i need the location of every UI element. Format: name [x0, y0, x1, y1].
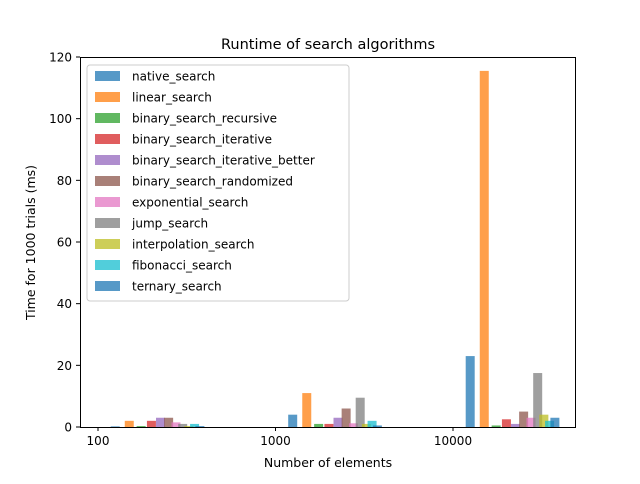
x-tick-label: 100: [87, 434, 110, 448]
legend-label-binary_search_iterative: binary_search_iterative: [132, 133, 272, 147]
legend-swatch-ternary_search: [95, 281, 120, 291]
bar-fibonacci_search-1000: [367, 420, 377, 427]
bar-binary_search_iterative-10000: [501, 419, 511, 427]
bar-linear_search-10000: [479, 70, 489, 428]
bar-binary_search_recursive-100: [136, 426, 146, 427]
legend-swatch-interpolation_search: [95, 239, 120, 249]
legend-swatch-binary_search_randomized: [95, 176, 120, 186]
y-tick-label: 60: [57, 236, 72, 250]
bar-interpolation_search-1000: [361, 423, 371, 427]
legend-swatch-fibonacci_search: [95, 260, 120, 270]
bar-binary_search_recursive-1000: [314, 423, 324, 427]
bar-binary_search_randomized-1000: [341, 408, 351, 427]
y-ticks-group: 0 20 40 60 80 100 120: [49, 51, 80, 435]
bar-binary_search_iterative_better-1000: [333, 417, 343, 427]
bar-linear_search-100: [124, 420, 134, 427]
y-tick-label: 0: [64, 421, 72, 435]
y-tick-label: 20: [57, 359, 72, 373]
bar-native_search-1000: [288, 414, 298, 427]
y-tick-label: 120: [49, 51, 72, 65]
bar-exponential_search-1000: [348, 423, 358, 427]
bar-exponential_search-10000: [526, 417, 536, 427]
x-tick-label: 1000: [260, 434, 291, 448]
legend-label-binary_search_randomized: binary_search_randomized: [132, 175, 293, 189]
bar-binary_search_randomized-100: [164, 417, 174, 427]
bar-native_search-100: [110, 426, 120, 427]
y-axis-label: Time for 1000 trials (ms): [23, 165, 38, 321]
bar-ternary_search-10000: [550, 417, 560, 427]
legend-swatch-native_search: [95, 71, 120, 81]
legend-label-binary_search_recursive: binary_search_recursive: [132, 112, 277, 126]
legend-swatch-jump_search: [95, 218, 120, 228]
bar-native_search-10000: [465, 356, 475, 427]
bar-linear_search-1000: [302, 393, 312, 427]
bar-binary_search_iterative_better-10000: [511, 423, 521, 427]
legend-label-native_search: native_search: [132, 70, 215, 84]
bar-binary_search_recursive-10000: [491, 425, 501, 427]
legend-swatch-binary_search_iterative_better: [95, 155, 120, 165]
legend-label-linear_search: linear_search: [132, 91, 212, 105]
legend-label-jump_search: jump_search: [131, 217, 208, 231]
bar-fibonacci_search-10000: [545, 420, 555, 427]
bar-ternary_search-1000: [372, 425, 382, 427]
y-tick-label: 40: [57, 297, 72, 311]
x-tick-label: 10000: [434, 434, 472, 448]
legend-label-ternary_search: ternary_search: [132, 280, 222, 294]
legend-label-binary_search_iterative_better: binary_search_iterative_better: [132, 154, 315, 168]
y-tick-label: 80: [57, 174, 72, 188]
x-axis-label: Number of elements: [264, 455, 392, 470]
bar-jump_search-100: [178, 423, 188, 427]
legend-swatch-binary_search_recursive: [95, 113, 120, 123]
bar-binary_search_iterative_better-100: [156, 417, 166, 427]
legend-swatch-linear_search: [95, 92, 120, 102]
axes-frame: [80, 57, 576, 428]
legend-label-exponential_search: exponential_search: [132, 196, 248, 210]
bar-interpolation_search-10000: [539, 414, 549, 427]
bar-binary_search_randomized-10000: [519, 411, 529, 427]
bar-exponential_search-100: [171, 422, 181, 428]
legend: native_search linear_search binary_search_…: [86, 64, 350, 302]
legend-swatch-exponential_search: [95, 197, 120, 207]
bar-fibonacci_search-100: [190, 423, 200, 427]
bars-group: [110, 70, 560, 428]
legend-frame: [86, 64, 350, 302]
bar-ternary_search-100: [195, 426, 205, 427]
legend-swatch-binary_search_iterative: [95, 134, 120, 144]
y-tick-label: 100: [49, 112, 72, 126]
bar-jump_search-10000: [533, 373, 543, 427]
bar-binary_search_iterative-100: [146, 420, 156, 427]
chart-title: Runtime of search algorithms: [221, 37, 435, 53]
bar-jump_search-1000: [355, 397, 365, 427]
bar-interpolation_search-100: [184, 426, 194, 427]
legend-label-interpolation_search: interpolation_search: [132, 238, 254, 252]
bar-binary_search_iterative-1000: [324, 423, 334, 427]
x-ticks-group: 100 1000 10000: [87, 427, 472, 448]
legend-label-fibonacci_search: fibonacci_search: [132, 259, 232, 273]
